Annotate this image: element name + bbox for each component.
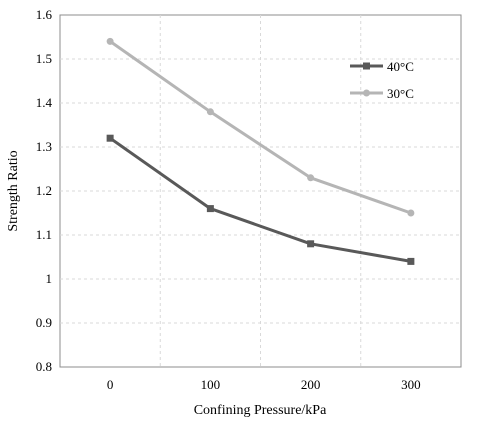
tick-labels: 0.8 0.9 1 1.1 1.2 1.3 1.4 1.5 1.6 0 100 200 300 — [36, 7, 421, 392]
y-tick-label: 1.6 — [36, 7, 53, 22]
series-line-2 — [109, 40, 412, 215]
x-tick-label: 0 — [107, 377, 114, 392]
legend-label: 30°C — [387, 86, 414, 101]
y-tick-label: 0.8 — [36, 359, 52, 374]
series — [106, 37, 415, 265]
legend-marker — [363, 89, 370, 97]
data-point — [407, 209, 415, 217]
legend-label: 40°C — [387, 59, 414, 74]
y-tick-label: 1.1 — [36, 227, 52, 242]
data-point — [407, 257, 415, 265]
y-tick-label: 1.2 — [36, 183, 52, 198]
y-axis-title: Strength Ratio — [6, 150, 21, 231]
grid — [60, 15, 461, 367]
x-tick-label: 100 — [201, 377, 221, 392]
data-point — [206, 108, 214, 116]
y-tick-label: 1.4 — [36, 95, 53, 110]
data-point — [206, 205, 214, 213]
data-point — [106, 37, 114, 45]
legend: 40°C 30°C — [350, 59, 414, 101]
data-point — [106, 134, 114, 142]
y-tick-label: 0.9 — [36, 315, 52, 330]
data-point — [307, 174, 315, 182]
x-tick-label: 200 — [301, 377, 321, 392]
y-tick-label: 1.5 — [36, 51, 52, 66]
y-tick-label: 1.3 — [36, 139, 52, 154]
series-line-1 — [109, 136, 412, 263]
data-point — [307, 240, 315, 248]
legend-marker — [363, 62, 370, 70]
x-tick-label: 300 — [401, 377, 421, 392]
x-axis-title: Confining Pressure/kPa — [194, 403, 327, 418]
y-tick-label: 1 — [46, 271, 53, 286]
